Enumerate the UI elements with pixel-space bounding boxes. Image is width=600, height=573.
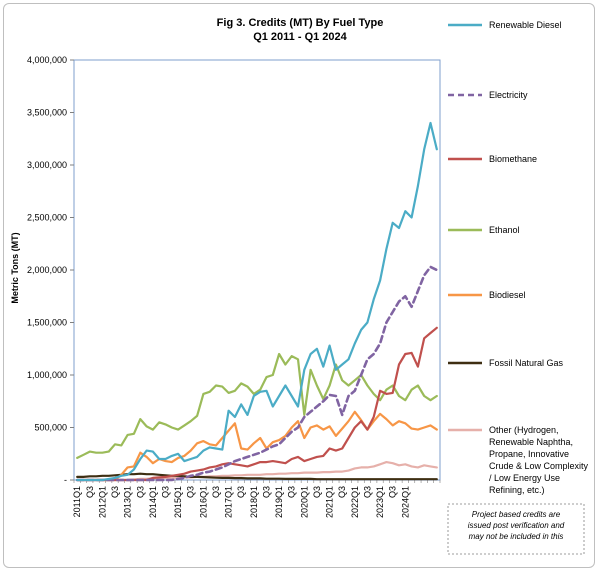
legend: Renewable Diesel Electricity Biomethane Eth… [448,20,589,495]
x-tick-label: Q3 [337,486,347,498]
y-axis-label: Metric Tons (MT) [10,232,20,303]
chart-subtitle: Q1 2011 - Q1 2024 [253,31,347,43]
x-tick-label: 2016Q1 [198,486,208,518]
x-tick-label: 2019Q1 [274,486,284,518]
series-line-4 [76,410,438,482]
x-tick-label: 2012Q1 [97,486,107,518]
x-tick-label: 2013Q1 [123,486,133,518]
y-tick-label: 1,000,000 [27,370,67,380]
note-box: Project based credits are issued post ver… [447,503,585,555]
y-tick-label: 2,500,000 [27,213,67,223]
series-lines [75,121,439,482]
chart-title: Fig 3. Credits (MT) By Fuel Type [217,17,384,29]
legend-label-1: Electricity [489,90,528,100]
x-tick-label: Q3 [287,486,297,498]
x-tick-label: 2015Q1 [173,486,183,518]
x-tick-label: 2020Q1 [299,486,309,518]
x-tick-label: 2023Q1 [375,486,385,518]
x-tick-label: Q3 [186,486,196,498]
series-line-5 [76,472,438,481]
y-tick-label: 4,000,000 [27,55,67,65]
x-tick-label: 2021Q1 [325,486,335,518]
legend-label-0: Renewable Diesel [489,20,562,30]
y-tick-label: 500,000 [34,423,67,433]
x-tick-label: 2018Q1 [249,486,259,518]
y-axis-label-group: Metric Tons (MT) [10,232,20,303]
x-tick-label: Q3 [362,486,372,498]
series-line-3 [76,352,438,459]
x-tick-label: Q3 [388,486,398,498]
y-tick-label: 3,500,000 [27,108,67,118]
x-tick-label: 2017Q1 [224,486,234,518]
y-tick-label: 3,000,000 [27,160,67,170]
x-tick-label: 2014Q1 [148,486,158,518]
y-tick-label: 1,500,000 [27,318,67,328]
series-line-1 [75,265,439,482]
series-line-0 [76,121,438,482]
x-tick-label: Q3 [261,486,271,498]
x-tick-label: Q3 [110,486,120,498]
plot-area [73,59,441,481]
x-tick-label: Q3 [85,486,95,498]
x-tick-label: 2024Q1 [400,486,410,518]
x-tick-label: 2011Q1 [72,486,82,517]
legend-label-6: Other (Hydrogen, Renewable Naphtha, Propan… [489,425,589,495]
y-tick-label: - [64,475,67,485]
x-tick-label: Q3 [236,486,246,498]
legend-label-3: Ethanol [489,225,520,235]
legend-label-2: Biomethane [489,154,537,164]
x-tick-label: 2022Q1 [350,486,360,518]
x-tick-label: Q3 [211,486,221,498]
project-credits-note: Project based credits are issued post ver… [468,510,565,541]
x-tick-label: Q3 [312,486,322,498]
y-tick-label: 2,000,000 [27,265,67,275]
x-tick-label: Q3 [135,486,145,498]
x-tick-label: Q3 [161,486,171,498]
y-axis-ticks: - 500,000 1,000,000 1,500,000 2,000,000 2,500… [27,55,74,485]
legend-label-5: Fossil Natural Gas [489,358,564,368]
x-axis-ticks: 2011Q1 Q3 2012Q1 Q3 2013Q1 Q3 2014Q1 Q3 2015Q1 Q3… [72,480,441,518]
legend-label-4: Biodiesel [489,290,526,300]
